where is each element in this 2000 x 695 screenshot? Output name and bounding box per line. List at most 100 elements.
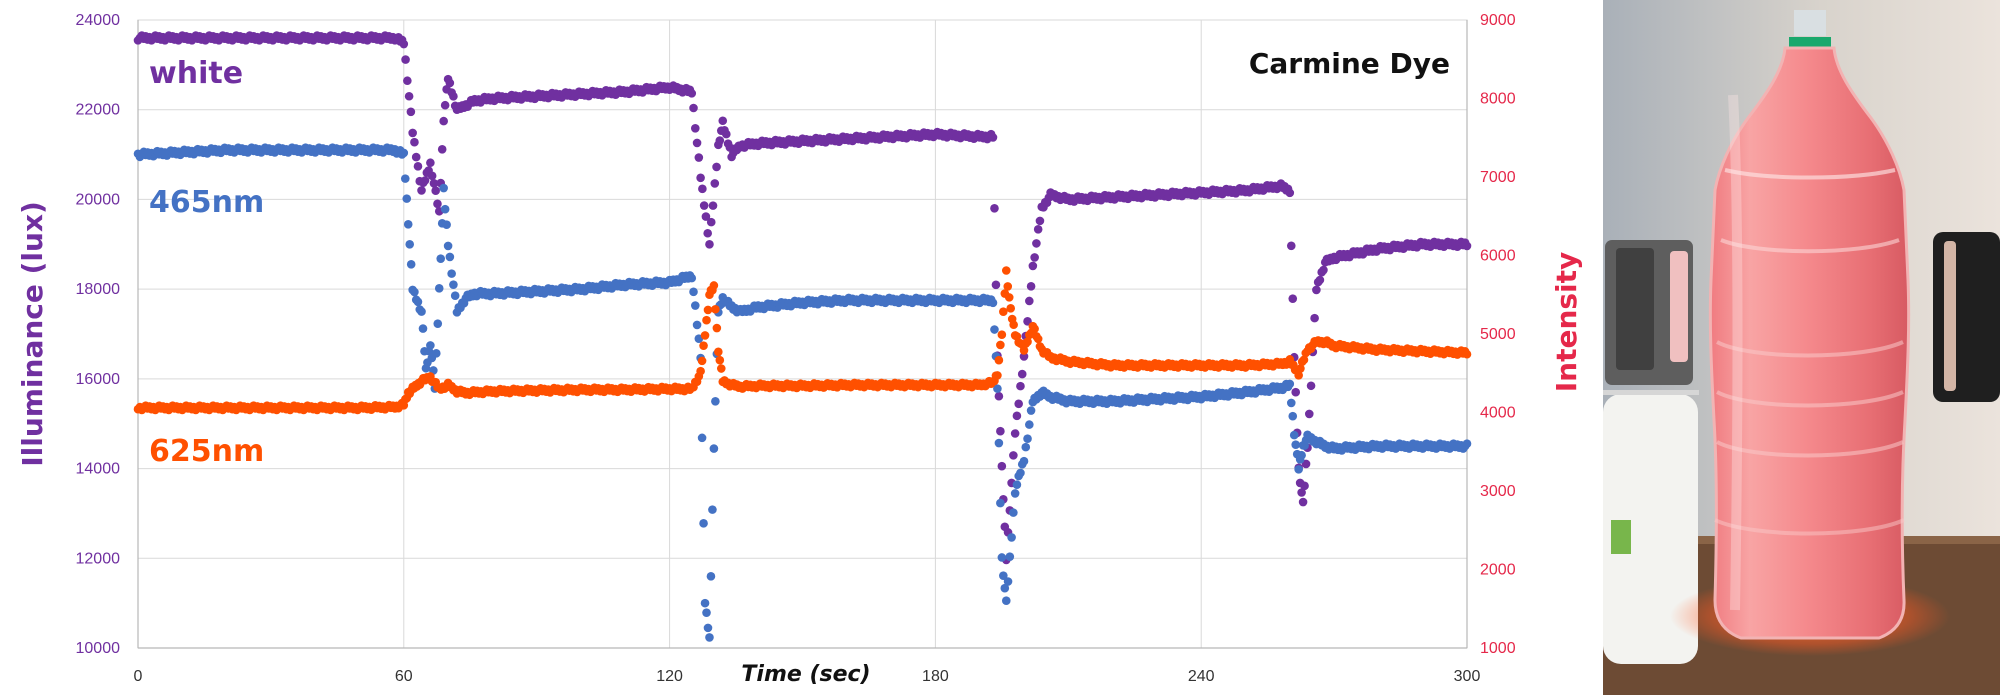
data-point [994, 355, 1004, 365]
data-point [1010, 429, 1020, 438]
right-y-tick-label: 8000 [1480, 91, 1516, 108]
data-point [433, 319, 443, 328]
data-point [1010, 489, 1020, 498]
data-point [411, 152, 421, 162]
bottle-photo [1603, 0, 2000, 695]
x-tick-label: 240 [1188, 668, 1215, 685]
data-point [1286, 398, 1296, 408]
data-point [692, 138, 702, 148]
right-sensor-rim [1944, 241, 1956, 391]
data-point [1306, 381, 1316, 391]
data-point [1285, 379, 1295, 389]
data-point [410, 287, 419, 297]
data-point [1319, 265, 1328, 275]
data-point [700, 598, 710, 608]
data-point [1017, 369, 1027, 379]
data-point [692, 320, 702, 330]
data-point [426, 158, 435, 168]
left-y-tick-label: 22000 [76, 102, 121, 119]
data-point [1285, 188, 1295, 198]
left-y-tick-label: 20000 [76, 191, 121, 208]
data-point [1288, 294, 1298, 303]
data-point [436, 254, 446, 263]
data-point [698, 184, 707, 194]
data-point [1019, 346, 1029, 355]
data-point [1286, 241, 1296, 251]
right-y-tick-label: 9000 [1480, 12, 1516, 29]
data-point [406, 259, 416, 269]
data-point [1009, 451, 1018, 460]
data-point [418, 324, 428, 333]
data-point [434, 284, 444, 293]
data-point [702, 315, 711, 325]
data-point [718, 116, 728, 126]
left-y-tick-label: 12000 [76, 550, 121, 567]
data-point [417, 307, 426, 316]
series-layer [133, 31, 1472, 642]
data-point [1026, 406, 1036, 415]
data-point [413, 162, 423, 171]
data-point [716, 364, 726, 373]
bottle-photo-icon [1603, 0, 2000, 695]
data-point [705, 239, 714, 249]
data-point [1004, 293, 1014, 302]
data-point [1462, 241, 1472, 251]
data-point [996, 340, 1005, 350]
right-y-tick-label: 5000 [1480, 326, 1516, 343]
data-point [699, 341, 708, 350]
data-point [1019, 352, 1029, 361]
data-point [1297, 450, 1306, 460]
data-point [431, 186, 440, 196]
x-tick-label: 180 [922, 668, 949, 685]
data-point [703, 623, 713, 633]
data-point [401, 55, 410, 64]
data-point [406, 107, 416, 117]
data-point [999, 307, 1008, 316]
data-point [1009, 508, 1018, 517]
data-point [1032, 239, 1041, 248]
data-point [712, 162, 721, 172]
data-point [1023, 434, 1032, 443]
left-sensor-seam [1603, 390, 1699, 395]
bottle-ridge-3 [1716, 340, 1904, 358]
bottle-ridge-5 [1716, 440, 1904, 458]
data-point [706, 217, 716, 227]
series-625nm [133, 266, 1472, 415]
data-point [1019, 456, 1029, 466]
data-point [1001, 266, 1011, 275]
data-point [700, 331, 710, 340]
data-point [709, 281, 719, 290]
series-annotation: 465nm [149, 185, 264, 220]
data-point [711, 396, 720, 406]
data-point [447, 269, 456, 278]
data-point [710, 179, 720, 188]
data-point [437, 144, 447, 154]
bottle-cap [1794, 10, 1826, 36]
data-point [708, 505, 717, 514]
bottle-ridge-6 [1714, 518, 1905, 536]
data-point [399, 39, 409, 49]
data-point [1025, 420, 1034, 429]
data-point [1294, 371, 1303, 380]
data-point [1288, 411, 1298, 421]
axes-layer: 0 60 120 180 240 300 10000 12000 14000 16000 18000… [76, 12, 1516, 685]
left-y-tick-label: 24000 [76, 12, 121, 29]
series-white [133, 31, 1472, 565]
data-point [722, 129, 731, 139]
data-point [1021, 442, 1031, 452]
right-y-tick-label: 1000 [1480, 640, 1516, 657]
data-point [712, 323, 722, 333]
data-point [439, 116, 448, 126]
data-point [703, 305, 713, 315]
right-y-tick-label: 2000 [1480, 562, 1516, 579]
data-point [687, 273, 697, 283]
data-point [705, 633, 714, 642]
right-y-tick-label: 7000 [1480, 169, 1516, 186]
plot-area [137, 19, 1468, 649]
data-point [1003, 282, 1013, 291]
data-point [1310, 313, 1319, 323]
data-point [697, 356, 707, 366]
data-point [1000, 583, 1010, 593]
left-y-axis-label: Illuminance (lux) [16, 201, 49, 467]
data-point [429, 178, 439, 188]
